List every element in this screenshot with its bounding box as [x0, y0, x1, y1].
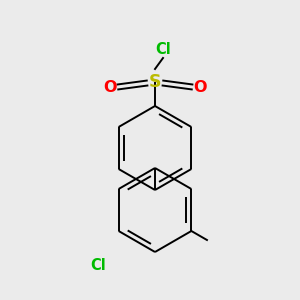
Text: O: O: [103, 80, 117, 95]
Text: Cl: Cl: [90, 257, 106, 272]
Text: O: O: [193, 80, 207, 95]
Text: S: S: [149, 73, 161, 91]
Text: Cl: Cl: [155, 43, 171, 58]
